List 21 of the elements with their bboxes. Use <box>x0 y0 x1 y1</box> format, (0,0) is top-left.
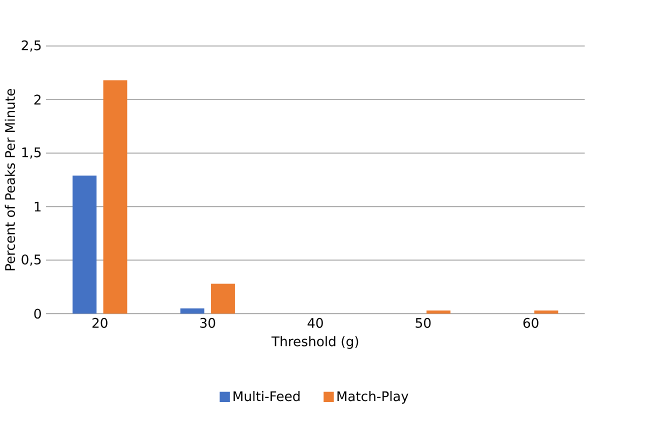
bar <box>211 284 235 314</box>
x-tick-label: 20 <box>92 318 108 328</box>
x-tick-label: 40 <box>308 318 323 328</box>
y-axis-title: Percent of Peaks Per Minute <box>4 88 15 270</box>
x-tick-label: 30 <box>200 318 216 328</box>
y-tick-label: 1 <box>34 202 41 212</box>
y-tick-label: 2 <box>34 94 40 104</box>
y-tick-label: 0,5 <box>22 254 41 266</box>
legend-label: Match-Play <box>338 390 408 404</box>
y-tick-label: 1,5 <box>22 147 41 159</box>
x-tick-label: 50 <box>416 318 431 328</box>
bar <box>72 176 97 314</box>
bar <box>426 310 450 314</box>
bar <box>180 308 204 314</box>
y-tick-label: 0 <box>34 308 41 319</box>
x-axis-title: Threshold (g) <box>271 336 358 349</box>
y-tick-label: 2,5 <box>22 40 41 52</box>
legend-label: Multi-Feed <box>234 390 300 402</box>
x-tick-label: 60 <box>523 318 538 328</box>
bar <box>534 310 558 314</box>
bar <box>103 80 128 314</box>
